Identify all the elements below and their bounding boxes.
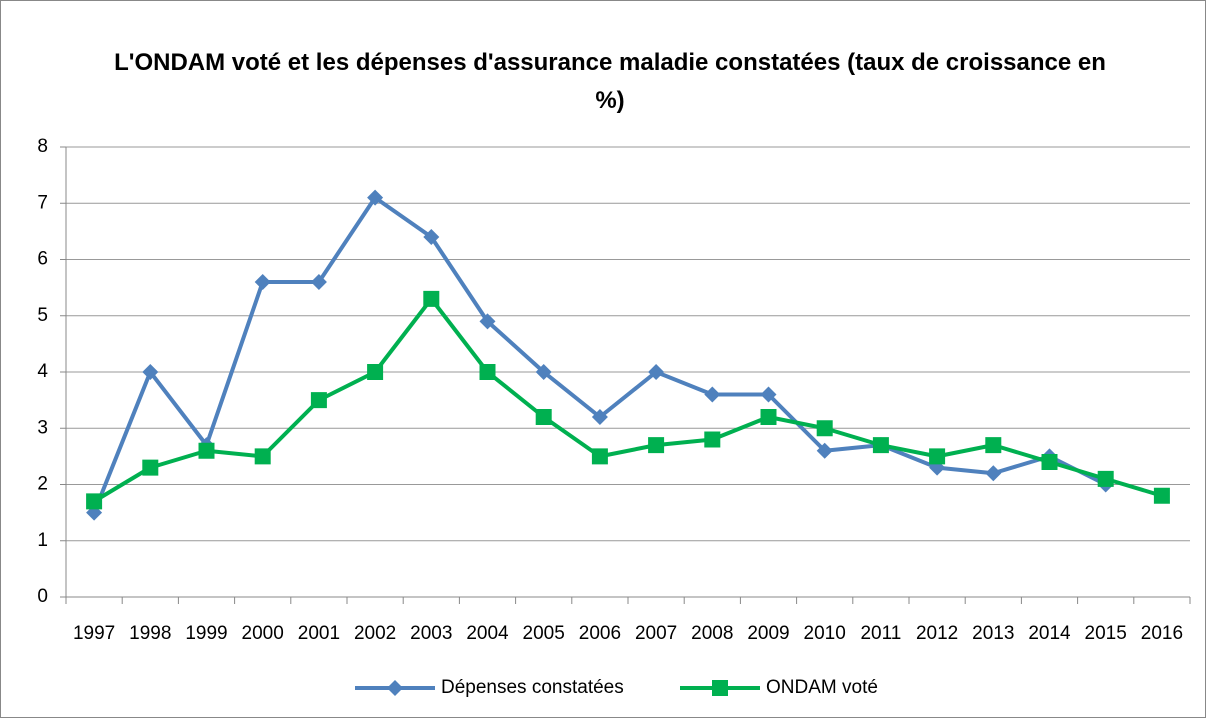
legend-marker [712,680,728,696]
point-marker [648,437,665,454]
x-tick-label: 2002 [354,623,396,644]
x-tick-label: 2004 [466,623,509,644]
point-marker [816,420,833,437]
point-marker [1097,470,1114,487]
point-marker [423,229,440,245]
x-tick-label: 2006 [579,623,621,644]
legend-label: Dépenses constatées [441,677,624,698]
y-tick-label: 7 [37,192,48,213]
x-tick-label: 2009 [747,623,789,644]
x-tick-label: 2013 [972,623,1014,644]
x-tick-label: 1997 [73,623,115,644]
legend-marker [387,680,403,696]
point-marker [479,364,496,380]
y-tick-label: 8 [37,136,48,157]
x-tick-label: 2007 [635,623,677,644]
x-tick-label: 1998 [129,623,171,644]
point-marker [985,437,1002,454]
point-marker [1041,454,1058,470]
x-tick-label: 2008 [691,623,733,644]
point-marker [479,313,496,330]
point-marker [704,431,721,448]
point-marker [760,386,777,403]
x-tick-label: 2010 [804,623,846,644]
point-marker [367,364,384,380]
point-marker [254,448,271,465]
x-tick-label: 2000 [242,623,284,644]
point-marker [198,442,215,459]
y-tick-label: 4 [37,361,48,382]
series-line [92,195,1107,514]
point-marker [591,409,608,425]
y-tick-label: 3 [37,417,48,438]
point-marker [367,189,384,206]
point-marker [1153,487,1170,504]
chart-title: L'ONDAM voté et les dépenses d'assurance… [114,49,1106,114]
point-marker [142,364,159,380]
x-tick-label: 2015 [1085,623,1127,644]
x-tick-label: 2001 [298,623,340,644]
y-tick-label: 5 [37,305,48,326]
y-tick-label: 6 [37,249,48,270]
point-marker [929,448,946,465]
y-tick-label: 1 [37,530,48,551]
x-tick-label: 2014 [1028,623,1071,644]
y-tick-label: 2 [37,474,48,495]
x-tick-label: 2016 [1141,623,1183,644]
x-tick-label: 2011 [860,623,901,644]
legend-label: ONDAM voté [766,677,878,698]
point-marker [254,274,271,290]
point-marker [872,437,889,454]
point-marker [142,459,159,476]
point-marker [760,409,777,425]
point-marker [535,364,552,380]
x-tick-label: 2012 [916,623,958,644]
point-marker [86,493,103,510]
y-tick-label: 0 [37,586,48,607]
point-marker [310,392,327,409]
point-marker [816,442,833,459]
point-marker [535,409,552,425]
point-marker [648,364,665,380]
series-line [93,296,1163,504]
x-tick-label: 2005 [523,623,565,644]
point-marker [704,386,721,403]
x-tick-label: 1999 [185,623,227,644]
point-marker [423,290,440,307]
x-tick-label: 2003 [410,623,452,644]
point-marker [591,448,608,465]
point-marker [310,274,327,290]
point-marker [985,465,1002,482]
